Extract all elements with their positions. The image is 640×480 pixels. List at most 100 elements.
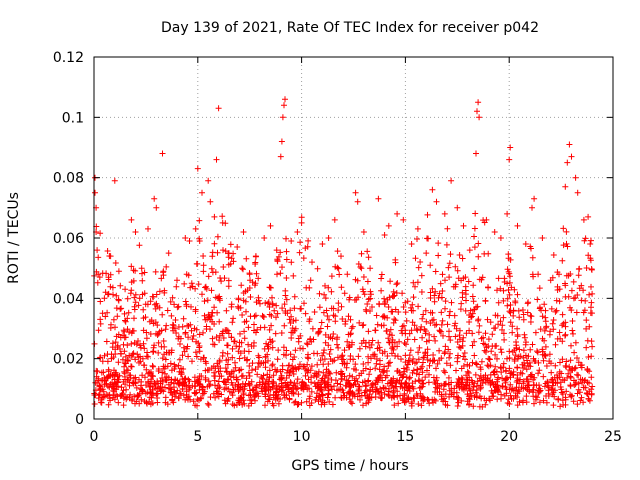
data-point (563, 228, 570, 235)
data-point (184, 343, 191, 350)
data-point (481, 347, 488, 354)
data-point (297, 345, 304, 352)
data-point (536, 399, 543, 406)
data-point (588, 266, 595, 273)
data-point (325, 387, 332, 394)
data-point (556, 374, 563, 381)
data-point (469, 379, 476, 386)
data-point (427, 309, 434, 316)
data-point (586, 397, 593, 404)
data-point (498, 349, 505, 356)
data-point (381, 385, 387, 391)
data-point (498, 391, 505, 398)
data-point (192, 306, 199, 313)
data-point (153, 291, 160, 298)
data-point (246, 373, 253, 379)
data-point (355, 386, 362, 393)
data-point (122, 353, 129, 360)
data-point (584, 337, 591, 344)
data-point (115, 331, 122, 338)
data-point (572, 364, 579, 371)
data-point (506, 156, 513, 163)
axis-ticks (93, 56, 614, 420)
data-point (411, 395, 418, 402)
data-point (261, 345, 268, 352)
data-point (165, 349, 172, 356)
data-point (534, 348, 540, 355)
data-point (180, 315, 187, 322)
data-point (414, 366, 421, 373)
data-point (274, 310, 281, 317)
data-point (207, 394, 214, 401)
data-point (559, 311, 566, 318)
data-point (446, 260, 453, 267)
data-point (360, 402, 366, 409)
data-point (562, 332, 568, 339)
data-point (325, 361, 332, 367)
data-point (491, 325, 497, 332)
data-point (198, 373, 205, 379)
data-point (158, 275, 165, 282)
data-point (200, 268, 207, 275)
data-point (223, 357, 230, 364)
data-point (459, 294, 466, 301)
data-point (588, 353, 595, 360)
data-point (140, 327, 147, 334)
data-point (219, 349, 226, 356)
data-point (378, 287, 385, 294)
data-point (186, 378, 193, 385)
data-point (236, 355, 243, 362)
data-point (147, 389, 153, 396)
data-point (494, 386, 501, 393)
data-point (385, 388, 392, 395)
data-point (578, 394, 585, 401)
data-point (347, 384, 354, 391)
data-point (136, 400, 143, 407)
data-point (493, 368, 500, 375)
data-point (150, 373, 156, 380)
y-tick-labels: 0 0.02 0.04 0.06 0.08 0.1 0.12 (53, 50, 84, 428)
data-point (365, 254, 372, 261)
data-point (506, 279, 513, 286)
data-point (335, 300, 342, 307)
data-point (439, 288, 446, 294)
data-point (160, 268, 167, 275)
data-point (330, 331, 337, 337)
data-point (280, 344, 287, 351)
data-point (553, 307, 560, 314)
data-point (322, 295, 329, 302)
data-point (306, 316, 313, 323)
data-point (104, 291, 111, 298)
data-point (275, 347, 282, 354)
data-point (454, 403, 461, 409)
data-point (222, 220, 229, 227)
data-point (269, 344, 276, 351)
data-point (580, 287, 587, 294)
data-point (473, 394, 480, 401)
data-point (163, 322, 170, 329)
data-point (321, 291, 328, 298)
data-point (375, 195, 382, 202)
data-point (273, 314, 279, 321)
data-point (427, 357, 434, 364)
data-point (128, 330, 135, 337)
data-point (117, 306, 124, 312)
data-point (151, 301, 158, 308)
data-point (500, 364, 507, 371)
data-point (466, 327, 473, 334)
data-point (215, 368, 222, 375)
data-point (331, 216, 338, 223)
data-point (579, 376, 586, 383)
data-point (545, 393, 552, 399)
data-point (165, 385, 172, 392)
data-point (309, 325, 316, 332)
data-point (352, 361, 359, 368)
data-point (140, 306, 147, 313)
data-point (204, 316, 211, 323)
data-point (514, 394, 521, 401)
data-point (543, 363, 550, 369)
data-point (333, 369, 340, 376)
data-point (414, 327, 421, 334)
data-point (364, 278, 371, 285)
data-point (314, 361, 321, 368)
